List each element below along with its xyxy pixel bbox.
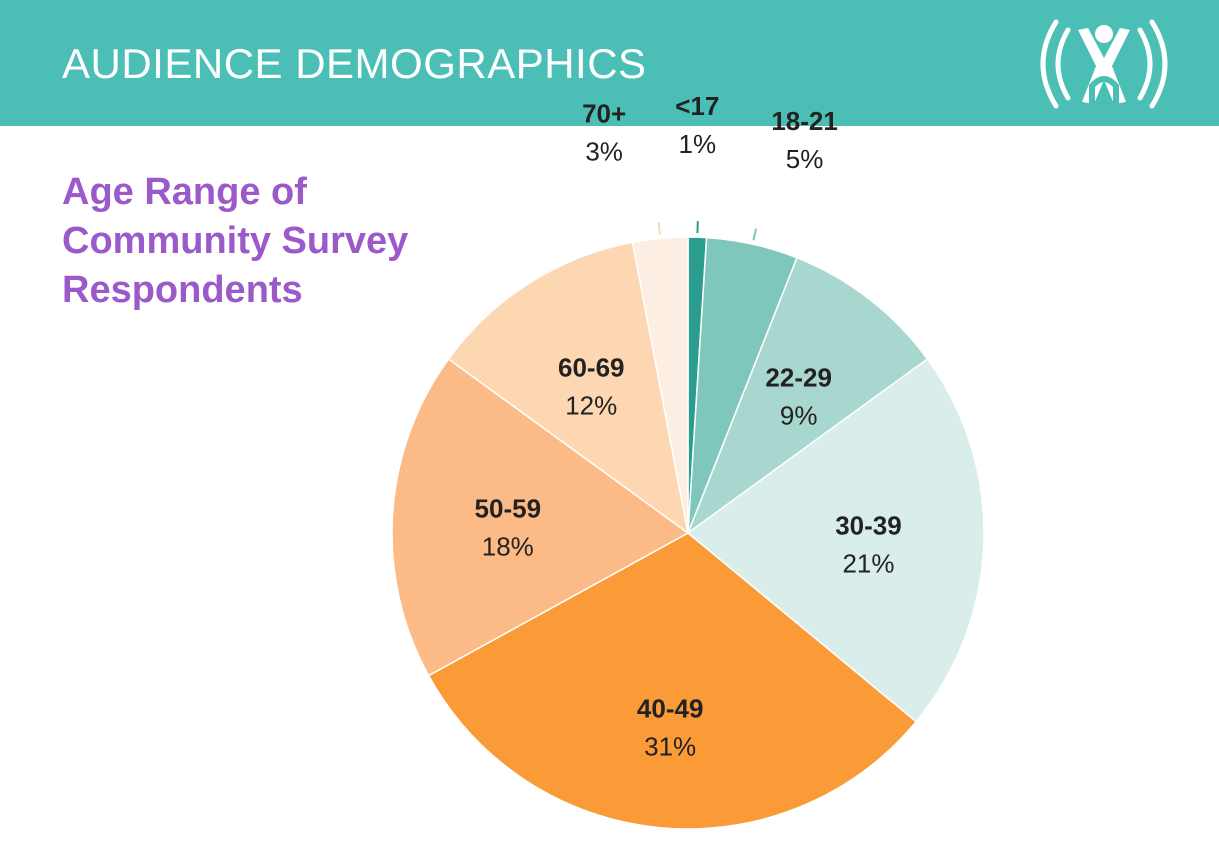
header-bar: AUDIENCE DEMOGRAPHICS [0,0,1219,126]
slice-label-50-59: 50-59 [475,494,542,524]
person-broadcast-icon [1040,19,1168,109]
pie-slice-22-29 [686,256,929,536]
chart-title-line: Respondents [62,269,303,311]
slice-value-22-29: 9% [780,400,818,430]
slice-value-60-69: 12% [565,391,617,421]
slice-label-60-69: 60-69 [558,353,625,383]
chart-title: Age Range of Community Survey Respondent… [62,168,482,315]
slice-label-70: 70+ [582,98,626,128]
slice-value-40-49: 31% [644,732,696,762]
slice-value-70: 3% [585,136,623,166]
slice-label-40-49: 40-49 [637,694,704,724]
leader-line-70 [657,222,661,235]
pie-slice-40-49 [427,532,918,830]
slice-label-30-39: 30-39 [835,511,902,541]
pie-slice-30-39 [686,357,985,723]
pie-slice-50-59 [391,357,690,677]
slice-label-17: <17 [675,91,719,121]
leader-line-18-21 [752,228,758,241]
pie-slice-60-69 [447,241,690,535]
slice-value-50-59: 18% [482,532,534,562]
slice-label-22-29: 22-29 [765,362,832,392]
chart-title-line: Age Range of [62,171,307,213]
pie-slice-70 [631,236,689,534]
slice-value-30-39: 21% [842,549,894,579]
slice-value-17: 1% [679,129,717,159]
slice-label-18-21: 18-21 [771,106,838,136]
chart-title-line: Community Survey [62,220,409,262]
page-title: AUDIENCE DEMOGRAPHICS [62,40,647,87]
slice-value-18-21: 5% [786,144,824,174]
